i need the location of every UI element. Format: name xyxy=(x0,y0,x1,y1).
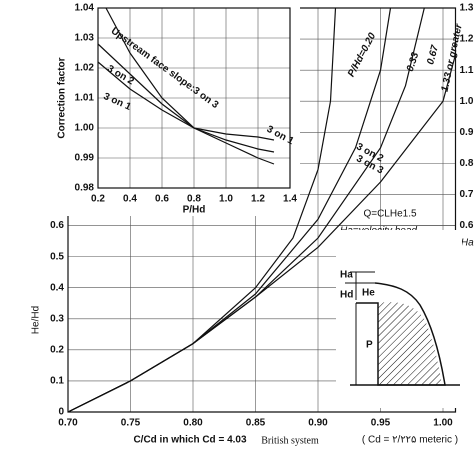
x-tick-label: 0.95 xyxy=(371,418,391,429)
x-tick-label: 0.6 xyxy=(155,194,169,205)
x-tick-label: 1.0 xyxy=(219,194,233,205)
y2-tick-label: 1.3 xyxy=(460,3,474,14)
diagram-label: He xyxy=(362,288,375,299)
x-tick-label: 0.8 xyxy=(187,194,201,205)
spillway-diagram: Ha Hd He P xyxy=(336,230,462,408)
y-tick-label: 1.04 xyxy=(75,3,95,14)
x-tick-label: 1.4 xyxy=(283,194,297,205)
x-tick-label: 0.70 xyxy=(58,418,78,429)
inset-background xyxy=(0,0,300,216)
series-line xyxy=(67,54,457,413)
y-tick-label: 0.98 xyxy=(75,183,95,194)
y-axis-title: He/Hd xyxy=(31,306,42,334)
crest-hatch xyxy=(378,302,442,385)
y-tick-label: 0.3 xyxy=(50,313,64,324)
diagram-label: Ha xyxy=(340,270,353,281)
y-axis-title: Correction factor xyxy=(57,57,68,138)
y2-tick-label: 1.2 xyxy=(460,34,474,45)
y-tick-label: 0.4 xyxy=(50,282,64,293)
y2-tick-label: 1.0 xyxy=(460,96,474,107)
spillway-profile xyxy=(356,282,446,386)
y-tick-label: 1.03 xyxy=(75,33,95,44)
y-tick-label: 1.01 xyxy=(75,93,95,104)
y-tick-label: 1.00 xyxy=(75,123,95,134)
y2-tick-label: 0.6 xyxy=(460,220,474,231)
y2-tick-label: 0.8 xyxy=(460,158,474,169)
y-tick-label: 1.02 xyxy=(75,63,95,74)
x-axis-metric: ( Cd = ۲/۲۲۵ meteric ) xyxy=(362,435,458,446)
y-tick-label: 0.2 xyxy=(50,344,64,355)
axis-frame xyxy=(67,7,457,413)
y-tick-label: 0.5 xyxy=(50,251,64,262)
x-axis-title: P/Hd xyxy=(183,205,206,216)
y-tick-label: 0.99 xyxy=(75,153,95,164)
x-tick-label: 0.80 xyxy=(183,418,203,429)
formula: Q=CLHe1.5 xyxy=(363,209,417,220)
x-axis-title: C/Cd in which Cd = 4.03 xyxy=(133,435,247,446)
x-tick-label: 0.4 xyxy=(123,194,137,205)
main-chart: 0.70 0.75 0.80 0.85 0.90 0.95 1.00 0 0.1 0.2 0.3 0.… xyxy=(31,3,474,447)
x-tick-label: 0.90 xyxy=(308,418,328,429)
x-tick-label: 1.00 xyxy=(433,418,453,429)
y-tick-label: 0.1 xyxy=(50,376,64,387)
x-axis-note: British system xyxy=(261,435,319,446)
diagram-label: P xyxy=(366,340,373,351)
series-line xyxy=(105,7,275,165)
y-tick-label: 0 xyxy=(58,407,64,418)
x-tick-label: 0.85 xyxy=(246,418,266,429)
y2-tick-label: 0.9 xyxy=(460,127,474,138)
x-tick-label: 1.2 xyxy=(251,194,265,205)
x-tick-label: 0.75 xyxy=(121,418,141,429)
diagram-label: Hd xyxy=(340,290,353,301)
y-tick-label: 0.6 xyxy=(50,220,64,231)
axis-frame xyxy=(97,7,291,189)
y2-tick-label: 1.1 xyxy=(460,65,474,76)
y2-tick-label: 0.7 xyxy=(460,189,474,200)
x-tick-label: 0.2 xyxy=(91,194,105,205)
series-label: 0.67 xyxy=(425,44,441,66)
